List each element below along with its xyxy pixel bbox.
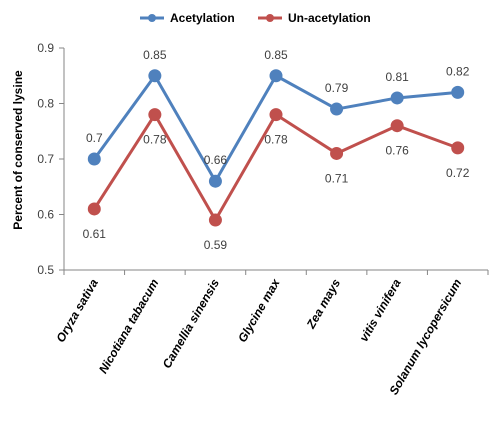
data-label: 0.61 <box>83 227 107 241</box>
data-label: 0.72 <box>446 166 470 180</box>
data-point <box>330 102 344 116</box>
y-tick-label: 0.9 <box>37 41 54 55</box>
x-category-label: vitis vinifera <box>357 276 404 344</box>
y-tick-label: 0.6 <box>37 208 54 222</box>
y-tick-label: 0.8 <box>37 97 54 111</box>
data-point <box>330 146 344 160</box>
data-label: 0.85 <box>143 48 167 62</box>
x-category-label: Nicotiana tabacum <box>96 276 162 376</box>
data-label: 0.81 <box>385 70 409 84</box>
data-label: 0.78 <box>264 133 288 147</box>
x-category-label: Solanum lycopersicum <box>387 276 465 397</box>
data-label: 0.59 <box>204 238 228 252</box>
data-label: 0.82 <box>446 64 470 78</box>
data-point <box>269 108 283 122</box>
x-category-label: Glycine max <box>235 275 283 344</box>
data-label: 0.7 <box>86 131 103 145</box>
data-label: 0.79 <box>325 81 349 95</box>
plot-area: 0.7 0.85 0.66 0.85 0.79 0.81 0.82 0.61 0.78 0.59 0… <box>83 48 470 252</box>
data-point <box>148 108 162 122</box>
data-point <box>208 174 222 188</box>
data-label: 0.66 <box>204 153 228 167</box>
data-point <box>208 213 222 227</box>
data-point <box>87 202 101 216</box>
legend-marker-0 <box>148 14 156 22</box>
legend-label-1: Un-acetylation <box>288 11 371 25</box>
data-point <box>390 119 404 133</box>
data-point <box>87 152 101 166</box>
data-point <box>269 69 283 83</box>
legend-marker-1 <box>266 14 274 22</box>
data-point <box>451 141 465 155</box>
y-tick-label: 0.5 <box>37 263 54 277</box>
data-label: 0.85 <box>264 48 288 62</box>
legend-label-0: Acetylation <box>170 11 235 25</box>
legend: Acetylation Un-acetylation <box>140 11 371 25</box>
x-category-label: Camellia sinensis <box>160 276 223 371</box>
data-point <box>390 91 404 105</box>
data-point <box>451 85 465 99</box>
y-tick-label: 0.7 <box>37 152 54 166</box>
data-label: 0.78 <box>143 133 167 147</box>
y-axis-label: Percent of conserved lysine <box>11 70 25 230</box>
x-category-label: Oryza sativa <box>53 276 101 345</box>
data-label: 0.71 <box>325 171 349 185</box>
x-category-label: Zea mays <box>303 276 343 332</box>
data-label: 0.76 <box>385 144 409 158</box>
series-line-1 <box>93 113 459 222</box>
data-point <box>148 69 162 83</box>
